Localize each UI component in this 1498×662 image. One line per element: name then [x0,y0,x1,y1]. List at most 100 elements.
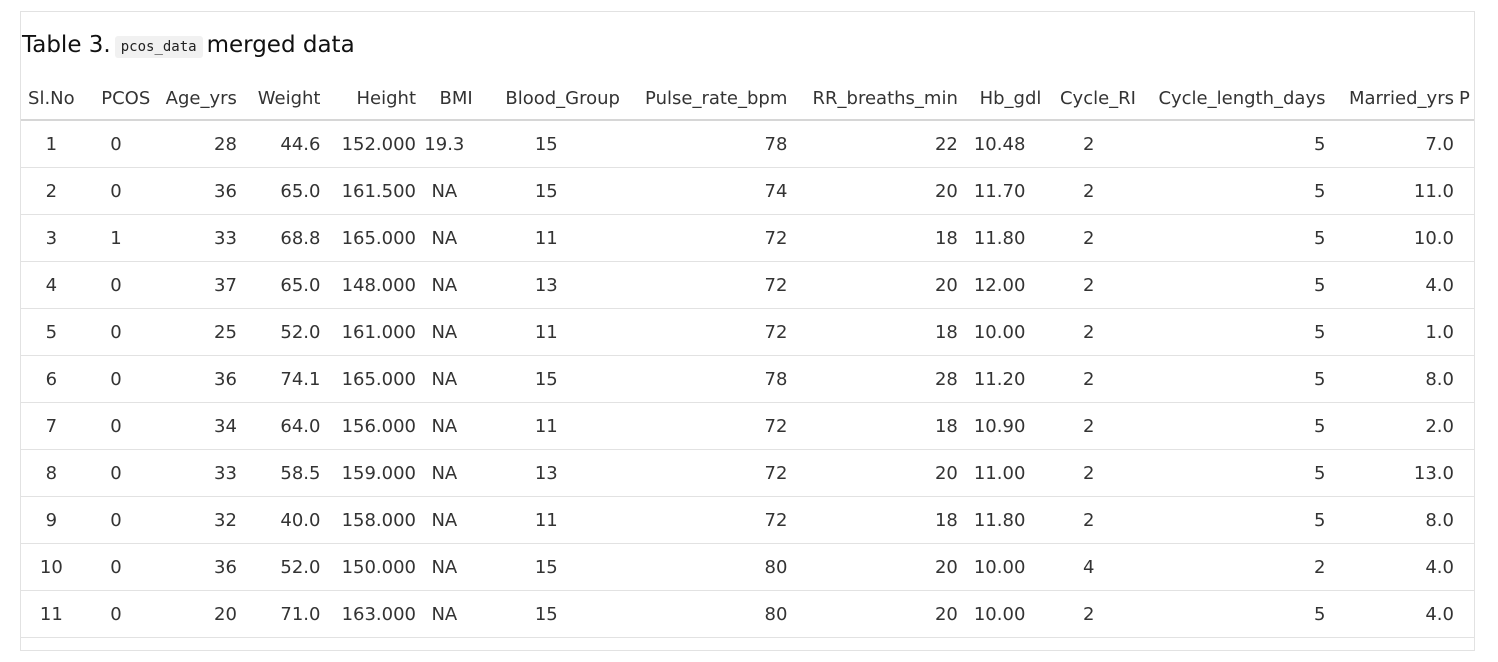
table-cell: 18 [787,402,958,450]
table-cell: 15 [472,355,620,403]
table-cell: 33 [150,449,237,497]
table-row: 7 0 34 64.0 156.000 NA 11 72 18 10.90 2 5 2.0 [21,402,1474,450]
table-cell: 11 [472,402,620,450]
table-cell: 13 [472,449,620,497]
table-cell: 18 [787,496,958,544]
table-cell: NA [416,167,473,215]
table-cell: 65.0 [236,167,321,215]
table-cell: 4.0 [1325,261,1454,309]
table-cell: NA [416,590,473,638]
column-header[interactable]: RR_breaths_min [787,78,958,121]
table-cell: NA [416,496,473,544]
table-cell: 22 [787,120,958,168]
table-cell: 2 [1041,261,1136,309]
table-cell: 5 [1135,355,1326,403]
column-header[interactable]: PCOS [81,78,151,121]
column-header[interactable]: Hb_gdl [957,78,1042,121]
table-cell-overflow [1453,590,1474,638]
table-cell: 156.000 [320,402,417,450]
table-cell: 0 [81,308,151,356]
table-cell: 152.000 [320,120,417,168]
table-cell: 5 [1135,261,1326,309]
table-cell: 11.80 [957,214,1042,262]
table-cell: NA [416,402,473,450]
table-cell: 11 [21,590,82,638]
table-cell: 4 [1041,543,1136,591]
table-cell: 34 [150,402,237,450]
table-row: 4 0 37 65.0 148.000 NA 13 72 20 12.00 2 5 4.0 [21,261,1474,309]
table-cell: 2.0 [1325,402,1454,450]
table-cell: NA [416,449,473,497]
table-cell: 8.0 [1325,355,1454,403]
column-header[interactable]: BMI [416,78,473,121]
data-table: Sl.No PCOS Age_yrs Weight Height BMI Blood_Gro… [21,78,1474,638]
column-header[interactable]: Pulse_rate_bpm [619,78,788,121]
table-cell: 11.70 [957,167,1042,215]
table-cell: 5 [1135,402,1326,450]
column-header[interactable]: Married_yrs [1325,78,1454,121]
column-header[interactable]: Height [320,78,417,121]
table-cell: 28 [150,120,237,168]
table-cell: 58.5 [236,449,321,497]
table-cell: 0 [81,120,151,168]
table-cell: 20 [787,590,958,638]
table-cell-overflow [1453,496,1474,544]
table-cell: 15 [472,167,620,215]
table-cell: 148.000 [320,261,417,309]
table-cell: 10.00 [957,590,1042,638]
table-cell: 36 [150,355,237,403]
table-row: 6 0 36 74.1 165.000 NA 15 78 28 11.20 2 5 8.0 [21,355,1474,403]
table-cell: 5 [1135,449,1326,497]
table-cell: 37 [150,261,237,309]
table-cell-overflow [1453,261,1474,309]
table-cell: 165.000 [320,355,417,403]
column-header[interactable]: Cycle_RI [1041,78,1136,121]
table-cell: 2 [1041,449,1136,497]
table-cell: 52.0 [236,308,321,356]
table-cell: 36 [150,543,237,591]
table-cell: 40.0 [236,496,321,544]
table-row: 5 0 25 52.0 161.000 NA 11 72 18 10.00 2 5 1.0 [21,308,1474,356]
table-cell-overflow [1453,402,1474,450]
table-cell: NA [416,355,473,403]
table-cell: 72 [619,449,788,497]
column-header[interactable]: Cycle_length_days [1135,78,1326,121]
table-cell: 20 [150,590,237,638]
column-header[interactable]: Weight [236,78,321,121]
table-cell: 72 [619,261,788,309]
column-header[interactable]: Age_yrs [150,78,237,121]
column-header[interactable]: Blood_Group [472,78,620,121]
table-cell: 65.0 [236,261,321,309]
table-row: 2 0 36 65.0 161.500 NA 15 74 20 11.70 2 5 11.0 [21,167,1474,215]
table-cell: 33 [150,214,237,262]
table-cell: 2 [1041,120,1136,168]
table-row: 1 0 28 44.6 152.000 19.3 15 78 22 10.48 2 5 7.0 [21,120,1474,168]
table-cell: 159.000 [320,449,417,497]
table-cell: 5 [1135,590,1326,638]
table-cell: 20 [787,543,958,591]
column-header[interactable]: P [1453,78,1474,121]
table-cell-overflow [1453,167,1474,215]
table-cell: 0 [81,355,151,403]
header-row: Sl.No PCOS Age_yrs Weight Height BMI Blood_Gro… [21,78,1474,121]
table-cell: 11 [472,214,620,262]
table-cell: 11.20 [957,355,1042,403]
table-cell: 20 [787,167,958,215]
table-caption: Table 3. pcos_data merged data [22,30,355,60]
table-cell: 7 [21,402,82,450]
table-cell: 80 [619,590,788,638]
table-cell: 11.0 [1325,167,1454,215]
table-cell: 10.0 [1325,214,1454,262]
table-cell: 15 [472,120,620,168]
table-cell: 20 [787,261,958,309]
table-cell: 78 [619,120,788,168]
column-header[interactable]: Sl.No [21,78,82,121]
table-cell: 11 [472,496,620,544]
table-cell: 0 [81,167,151,215]
table-cell: 5 [1135,120,1326,168]
table-cell: 165.000 [320,214,417,262]
table-cell: 0 [81,543,151,591]
table-cell: 20 [787,449,958,497]
table-cell: 36 [150,167,237,215]
table-cell: 72 [619,402,788,450]
